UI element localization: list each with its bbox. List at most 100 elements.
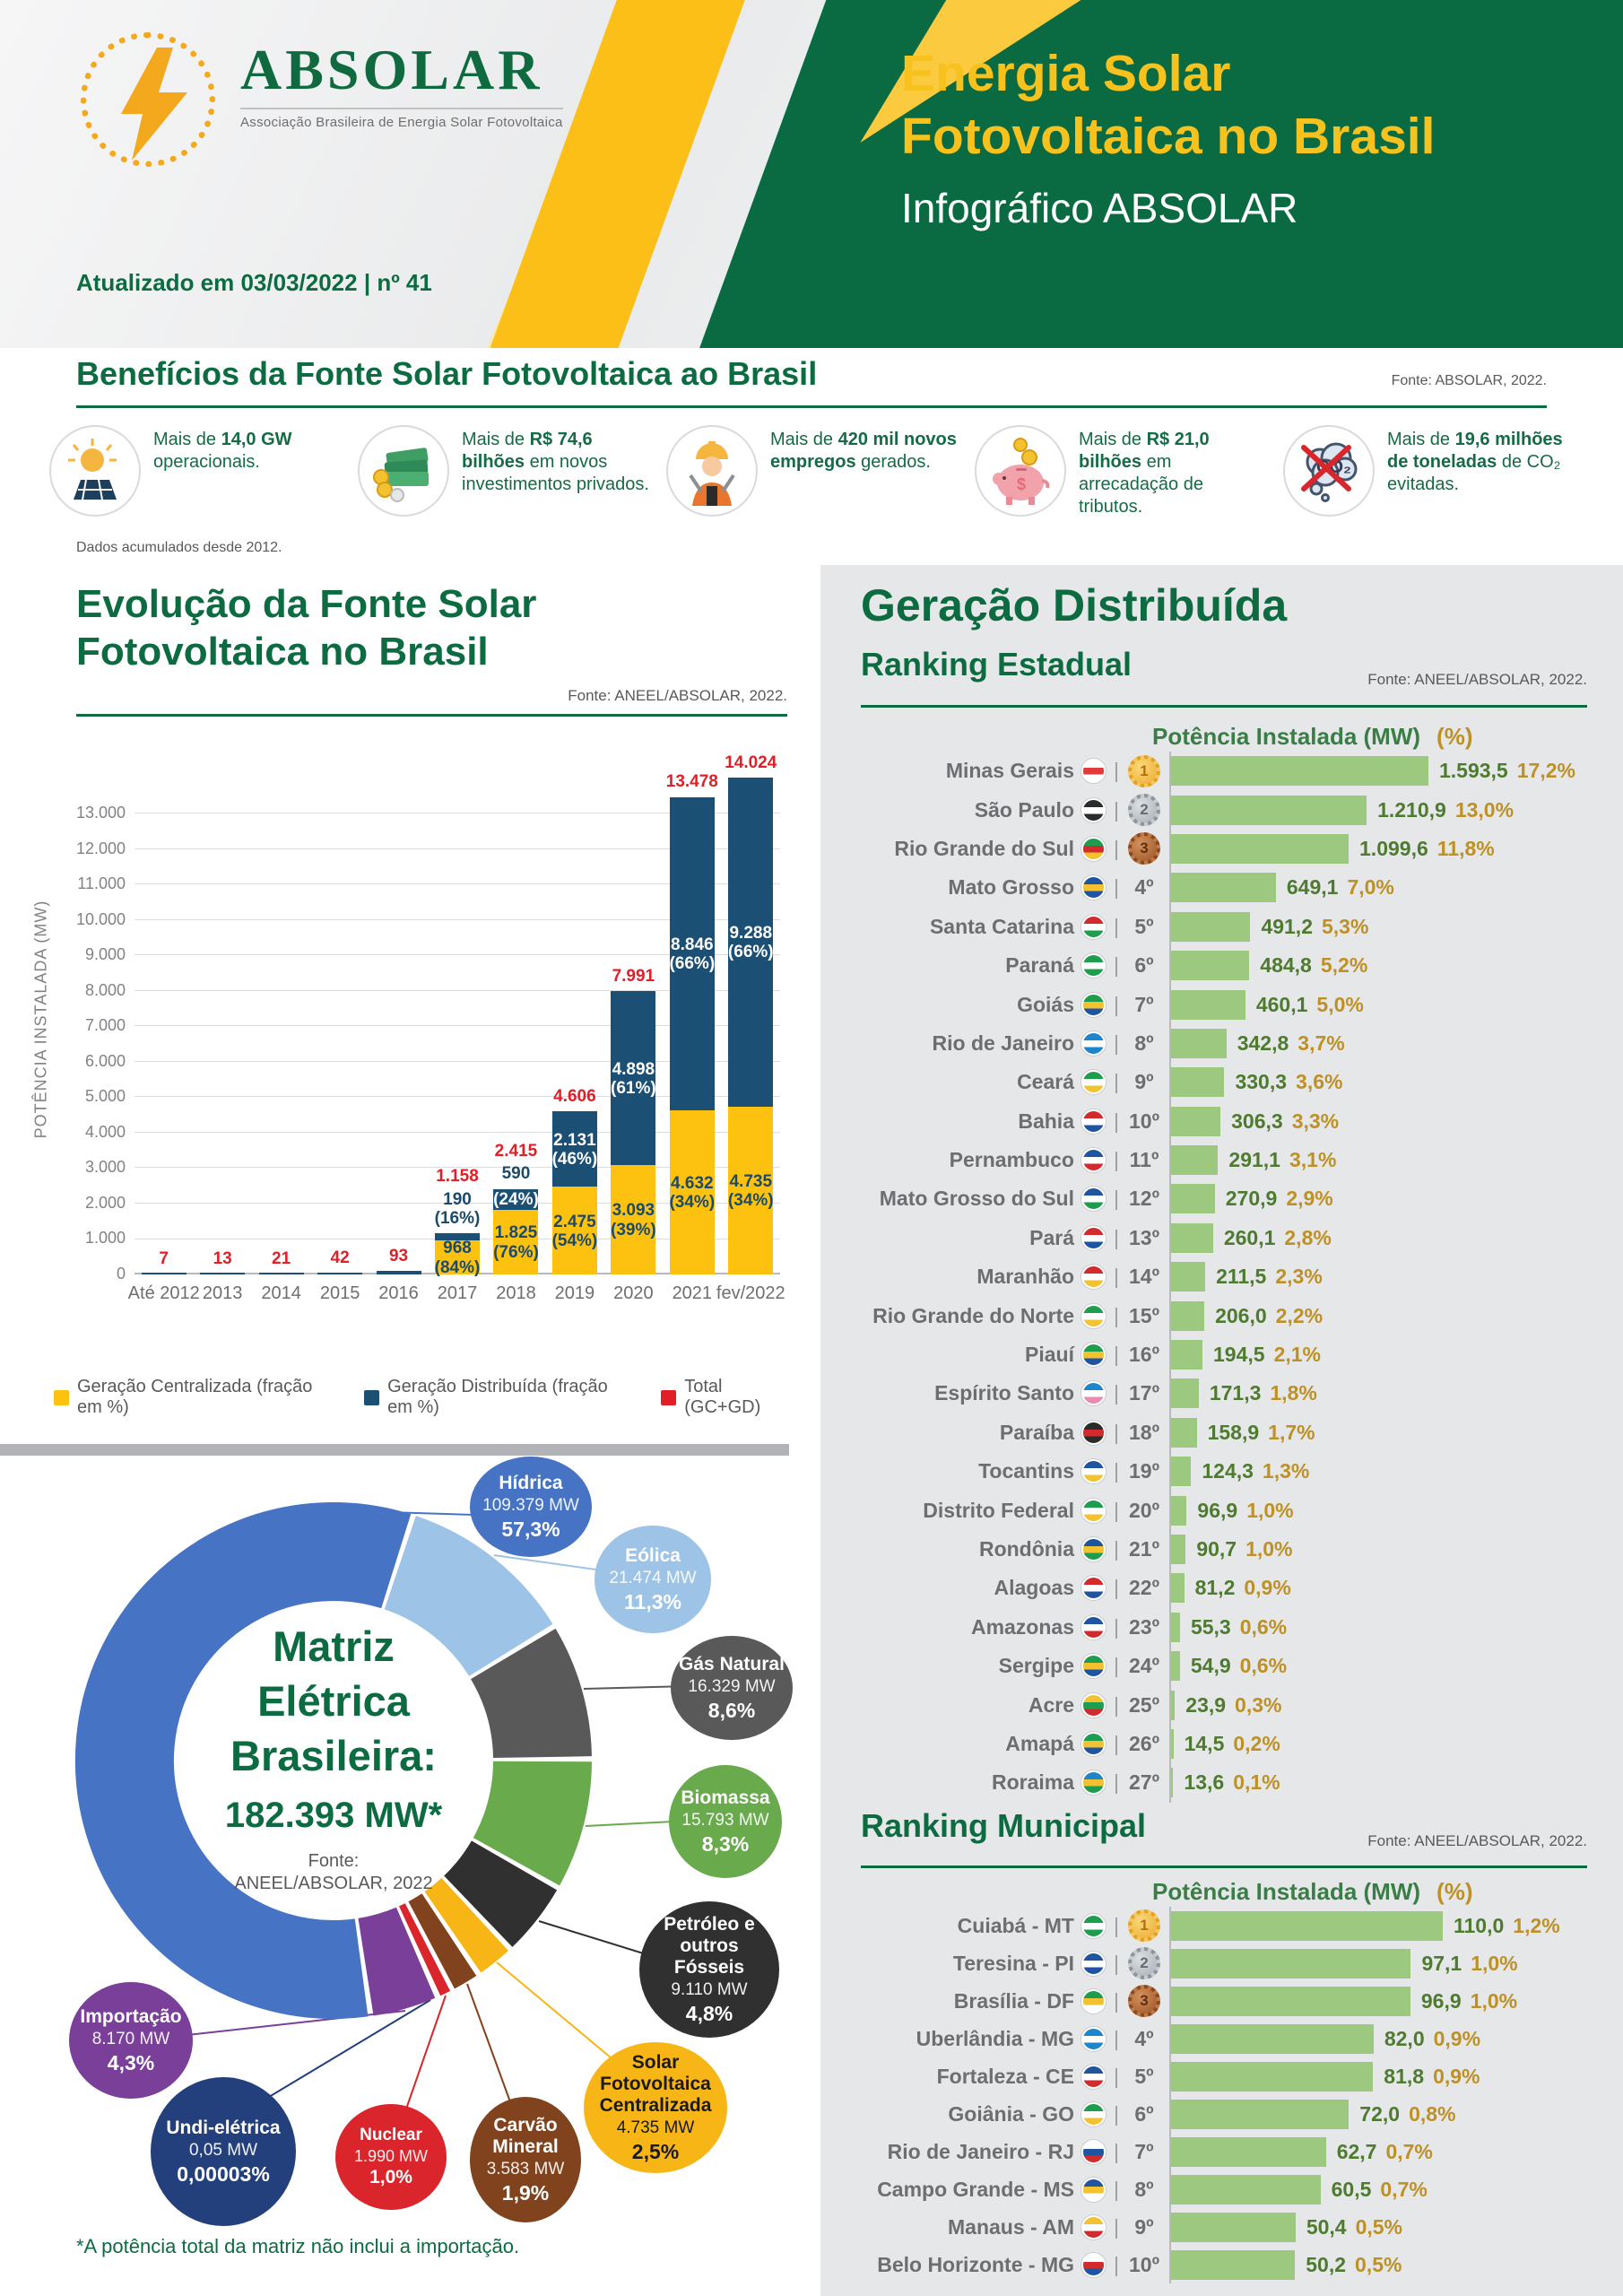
rank-position: 3: [1119, 832, 1169, 865]
rank-position: 12º: [1128, 1187, 1159, 1211]
ranking-name: Paraíba: [999, 1420, 1074, 1444]
silver-medal-icon: 2: [1127, 794, 1160, 827]
rank-separator: |: [1114, 2252, 1119, 2276]
bar-zone: 330,3 3,6%: [1168, 1063, 1614, 1102]
ranking-row-Teresina - PI: Teresina - PI | 2 97,1 1,0%: [861, 1944, 1614, 1982]
ranking-name: Piauí: [1025, 1343, 1074, 1367]
electric-matrix-donut-chart: Matriz Elétrica Brasileira: 182.393 MW* …: [0, 1457, 820, 2296]
flag-icon: [1081, 1654, 1106, 1679]
ranking-bar: [1170, 989, 1245, 1020]
evolution-stacked-bar-chart: POTÊNCIA INSTALADA (MW) 7 Até 2012 13 2013 2…: [0, 741, 820, 1324]
rank-position: 2: [1119, 1947, 1169, 1979]
ranking-percent: 2,8%: [1284, 1225, 1332, 1249]
ranking-row-Goiânia - GO: Goiânia - GO | 6º 72,0 0,8%: [861, 2095, 1614, 2133]
ranking-name: Amapá: [1005, 1731, 1074, 1755]
rank-position: 17º: [1128, 1381, 1159, 1405]
distributed-heading: Geração Distribuída: [861, 580, 1288, 631]
flag-icon: [1081, 836, 1106, 861]
ranking-name: Manaus - AM: [948, 2214, 1074, 2239]
bar-zone: 60,5 0,7%: [1168, 2170, 1614, 2208]
flag-icon: [1081, 1537, 1106, 1561]
centralized-label: 968 (84%): [434, 1239, 481, 1277]
rank-separator: |: [1114, 1265, 1119, 1289]
flag-icon: [1081, 759, 1106, 784]
ranking-bar: [1170, 1612, 1180, 1642]
ranking-row-Tocantins: Tocantins | 19º 124,3 1,3%: [861, 1452, 1614, 1492]
ranking-value: 82,0: [1384, 2026, 1425, 2050]
rank-position: 5º: [1134, 914, 1154, 938]
ranking-bar: [1170, 795, 1367, 825]
total-small-bar: [258, 1273, 304, 1274]
ranking-name: Rio Grande do Norte: [872, 1303, 1074, 1327]
ranking-percent: 0,9%: [1244, 1576, 1291, 1600]
ranking-bar: [1170, 833, 1350, 864]
ranking-value: 60,5: [1331, 2177, 1372, 2201]
ranking-percent: 1,0%: [1470, 1988, 1518, 2013]
bubble-solar: Solar Fotovoltaica Centralizada 4.735 MW 2…: [584, 2042, 727, 2173]
bar-zone: 291,1 3,1%: [1168, 1140, 1614, 1180]
ranking-percent: 2,1%: [1273, 1343, 1321, 1367]
rank-position: 3: [1119, 1985, 1169, 2017]
ranking-row-Piauí: Piauí | 16º 194,5 2,1%: [861, 1335, 1614, 1375]
benefit-text: Mais de R$ 21,0 bilhões em arrecadação d…: [1079, 430, 1210, 517]
rank-position: 26º: [1128, 1731, 1159, 1755]
ranking-value: 81,8: [1384, 2064, 1425, 2088]
ranking-value: 211,5: [1216, 1265, 1267, 1289]
rank-separator: |: [1114, 1303, 1119, 1327]
ranking-row-Maranhão: Maranhão | 14º 211,5 2,3%: [861, 1257, 1614, 1297]
flag-icon: [1081, 1731, 1106, 1756]
co2-avoided-icon: CO₂: [1283, 425, 1375, 517]
ranking-row-Belo Horizonte - MG: Belo Horizonte - MG | 10º 50,2 0,5%: [861, 2246, 1614, 2283]
ranking-value: 62,7: [1336, 2139, 1377, 2163]
rank-separator: |: [1114, 914, 1119, 938]
ranking-row-Paraná: Paraná | 6º 484,8 5,2%: [861, 945, 1614, 986]
bar-zone: 54,9 0,6%: [1168, 1646, 1614, 1686]
donut-segment-petroleo: [443, 1839, 558, 1947]
state-ranking-underline: [861, 705, 1587, 708]
bubble-gas: Gás Natural 16.329 MW 8,6%: [671, 1636, 793, 1740]
donut-center-text: Matriz Elétrica Brasileira: 182.393 MW* …: [181, 1619, 486, 1895]
ranking-value: 1.593,5: [1438, 759, 1508, 783]
x-axis-label: Até 2012: [127, 1283, 200, 1303]
flag-icon: [1081, 953, 1106, 978]
ranking-row-São Paulo: São Paulo | 2 1.210,9 13,0%: [861, 790, 1614, 830]
rank-separator: |: [1114, 1225, 1119, 1249]
gridline: [135, 1060, 780, 1062]
legend-swatch: [364, 1389, 380, 1405]
flag-icon: [1081, 914, 1106, 939]
rank-separator: |: [1114, 1770, 1119, 1795]
ranking-bar: [1170, 2174, 1321, 2205]
state-ranking-list: Minas Gerais | 1 1.593,5 17,2% São Paulo | 2 1.2…: [861, 752, 1614, 1803]
ranking-name: Sergipe: [998, 1654, 1074, 1678]
ranking-row-Rio de Janeiro: Rio de Janeiro | 8º 342,8 3,7%: [861, 1023, 1614, 1064]
municipal-ranking-source: Fonte: ANEEL/ABSOLAR, 2022.: [1367, 1832, 1587, 1849]
ranking-row-Bahia: Bahia | 10º 306,3 3,3%: [861, 1101, 1614, 1141]
rank-separator: |: [1114, 1459, 1119, 1483]
ranking-name: Teresina - PI: [952, 1951, 1074, 1975]
ranking-bar: [1170, 873, 1276, 903]
ranking-percent: 3,1%: [1289, 1148, 1337, 1172]
rank-position: 6º: [1134, 953, 1154, 978]
ranking-percent: 13,0%: [1454, 797, 1515, 822]
x-axis-label: 2020: [613, 1283, 654, 1303]
ranking-percent: 5,3%: [1322, 914, 1369, 938]
bubble-nuclear: Nuclear 1.990 MW 1,0%: [335, 2104, 447, 2210]
rank-separator: |: [1114, 1109, 1119, 1133]
rank-separator: |: [1114, 1498, 1119, 1522]
rank-position: 24º: [1128, 1654, 1159, 1678]
gridline: [135, 1025, 780, 1027]
left-column: Evolução da Fonte Solar Fotovoltaica no …: [0, 565, 820, 2296]
ranking-bar: [1170, 1535, 1186, 1564]
ranking-bar: [1170, 1262, 1206, 1292]
rank-separator: |: [1114, 1654, 1119, 1678]
bar-zone: 171,3 1,8%: [1168, 1374, 1614, 1413]
rank-separator: |: [1114, 992, 1119, 1016]
matrix-source: Fonte: ANEEL/ABSOLAR, 2022: [234, 1851, 433, 1894]
distributed-bar-segment: [611, 991, 656, 1165]
bar-group-2019: 2.475 (54%) 2.131 (46%) 4.606 2019: [552, 771, 598, 1303]
ranking-row-Pará: Pará | 13º 260,1 2,8%: [861, 1218, 1614, 1258]
flag-icon: [1081, 1109, 1106, 1134]
rank-position: 1: [1119, 1909, 1169, 1942]
chart-plot-area: 7 Até 2012 13 2013 21 2014 42 2015 93 2016 968 (84%…: [128, 753, 785, 1303]
gridline: [135, 1131, 780, 1133]
